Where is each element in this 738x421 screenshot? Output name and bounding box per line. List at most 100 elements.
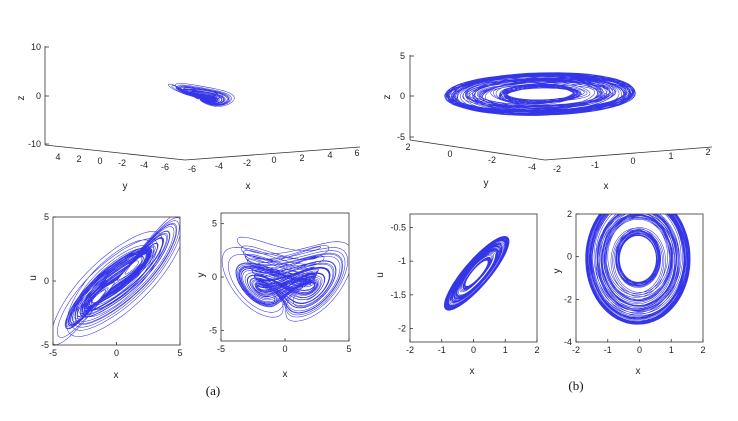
a-xy-trajectory [221, 236, 349, 322]
b-xy-trace [585, 214, 691, 325]
a-3d-xtick: -2 [243, 158, 251, 168]
a-3d-xtick: -4 [215, 161, 223, 171]
panel-b-3d: 5 0 -5 z 2 0 -2 -4 y -2 -1 0 1 2 x [382, 51, 713, 192]
a-3d-ytick: -2 [118, 158, 126, 168]
a-3d-ztick: 10 [31, 42, 41, 52]
b-xu-xtick: 2 [534, 345, 539, 355]
b-3d-ytick: 2 [405, 142, 410, 152]
b-3d-zlabel: z [382, 95, 393, 100]
b-xy-ytick: -2 [564, 294, 572, 304]
a-3d-xtick: 0 [271, 155, 276, 165]
b-3d-trace [444, 72, 636, 116]
b-3d-xtick: -1 [591, 160, 599, 170]
b-3d-xtick: -2 [553, 164, 561, 174]
caption-b: (b) [568, 378, 583, 393]
a-xu-ytick: 0 [44, 276, 49, 286]
a-3d-xtick: 4 [327, 150, 332, 160]
b-3d-ztick: 5 [400, 51, 405, 61]
b-3d-xtick: 0 [630, 156, 635, 166]
a-xy-ytick: -5 [209, 325, 217, 335]
b-xy-xtick: 1 [669, 345, 674, 355]
b-xu-ylabel: u [375, 272, 386, 278]
a-xy-xlabel: x [283, 369, 288, 380]
a-xy-ytick: 0 [212, 272, 217, 282]
a-3d-ytick: 2 [76, 154, 81, 164]
a-3d-x-axis [184, 146, 361, 161]
b-3d-x-axis [544, 146, 713, 161]
a-3d-x-ticks: -6 -4 -2 0 2 4 6 [188, 148, 360, 174]
b-xu-xtick: 1 [503, 345, 508, 355]
panel-a-xu: -5 0 5 -5 0 5 [41, 212, 183, 358]
a-3d-xtick: -6 [188, 164, 196, 174]
a-3d-ylabel: y [123, 181, 128, 192]
b-3d-xtick: 2 [705, 147, 710, 157]
a-xy-xtick: 0 [282, 344, 287, 354]
b-xu-xtick: 0 [471, 345, 476, 355]
a-xu-ylabel: u [28, 275, 39, 281]
b-3d-y-axis [409, 139, 546, 161]
a-xu-xlabel: x [114, 370, 119, 381]
a-3d-ytick: -4 [140, 160, 148, 170]
b-xy-xtick: 2 [700, 345, 705, 355]
a-xu-trace [53, 217, 180, 345]
a-xy-xtick: 5 [346, 344, 351, 354]
a-3d-ytick: 4 [55, 152, 60, 162]
a-xu-trajectory [53, 217, 180, 345]
b-xu-xtick: -2 [406, 345, 414, 355]
b-xu-ytick: -1.5 [390, 290, 406, 300]
b-xu-ytick: -2 [398, 324, 406, 334]
b-3d-trajectory [444, 72, 636, 116]
b-3d-x-ticks: -2 -1 0 1 2 [553, 147, 711, 174]
a-xy-ylabel: y [196, 273, 207, 278]
b-xy-xtick: -1 [604, 345, 612, 355]
b-3d-ztick: -5 [397, 132, 405, 142]
b-xu-trajectory [444, 236, 510, 311]
b-xy-xtick: -2 [572, 345, 580, 355]
b-xy-ytick: 2 [567, 209, 572, 219]
a-3d-xlabel: x [246, 181, 251, 192]
a-3d-ztick: -10 [28, 139, 41, 149]
b-3d-ytick: 0 [447, 149, 452, 159]
b-3d-z-ticks: 5 0 -5 [397, 51, 414, 142]
b-xu-trace [444, 236, 510, 311]
b-xu-xlabel: x [470, 366, 475, 377]
a-xu-ytick: -5 [41, 340, 49, 350]
b-xu-plot-frame [409, 213, 538, 343]
b-xy-trajectory [585, 214, 691, 325]
b-3d-ztick: 0 [400, 91, 405, 101]
b-xy-ylabel: y [552, 269, 563, 274]
caption-a: (a) [206, 383, 220, 398]
a-xy-trace [221, 236, 349, 322]
a-xu-ytick: 5 [44, 212, 49, 222]
b-3d-ytick: -2 [488, 155, 496, 165]
a-xy-ytick: 5 [212, 219, 217, 229]
panel-a-xy: -5 0 5 -5 0 5 [209, 212, 352, 354]
a-xu-xtick: 5 [177, 348, 182, 358]
b-xu-xtick: -1 [438, 345, 446, 355]
a-3d-ztick: 0 [36, 91, 41, 101]
panel-a-3d: 10 0 -10 z 4 2 0 -2 -4 -6 y -6 -4 -2 0 2… [16, 42, 361, 192]
a-3d-trajectory [168, 83, 235, 107]
a-3d-xtick: 6 [354, 148, 359, 158]
b-3d-ytick: -4 [528, 162, 536, 172]
a-3d-trace [168, 83, 235, 107]
b-3d-y-ticks: 2 0 -2 -4 [405, 142, 536, 172]
b-3d-xlabel: x [604, 181, 609, 192]
a-3d-z-ticks: 10 0 -10 [28, 42, 49, 149]
a-3d-ytick: -6 [161, 162, 169, 172]
a-3d-y-axis [44, 144, 186, 161]
a-xu-xtick: 0 [114, 348, 119, 358]
b-xy-xtick: 0 [637, 345, 642, 355]
a-3d-xtick: 2 [299, 153, 304, 163]
panel-b-xu: -2 -1 0 1 2 -0.5 -1 -1.5 -2 [390, 213, 540, 355]
b-xu-ytick: -0.5 [390, 222, 406, 232]
b-xy-ytick: 0 [567, 252, 572, 262]
a-xy-xtick: -5 [217, 344, 225, 354]
a-3d-y-ticks: 4 2 0 -2 -4 -6 [55, 152, 169, 172]
b-xy-ytick: -4 [564, 337, 572, 347]
b-3d-ylabel: y [484, 178, 489, 189]
a-3d-zlabel: z [16, 96, 27, 101]
b-xu-ytick: -1 [398, 256, 406, 266]
panel-b-xy: -2 -1 0 1 220-2-4 [564, 209, 706, 355]
